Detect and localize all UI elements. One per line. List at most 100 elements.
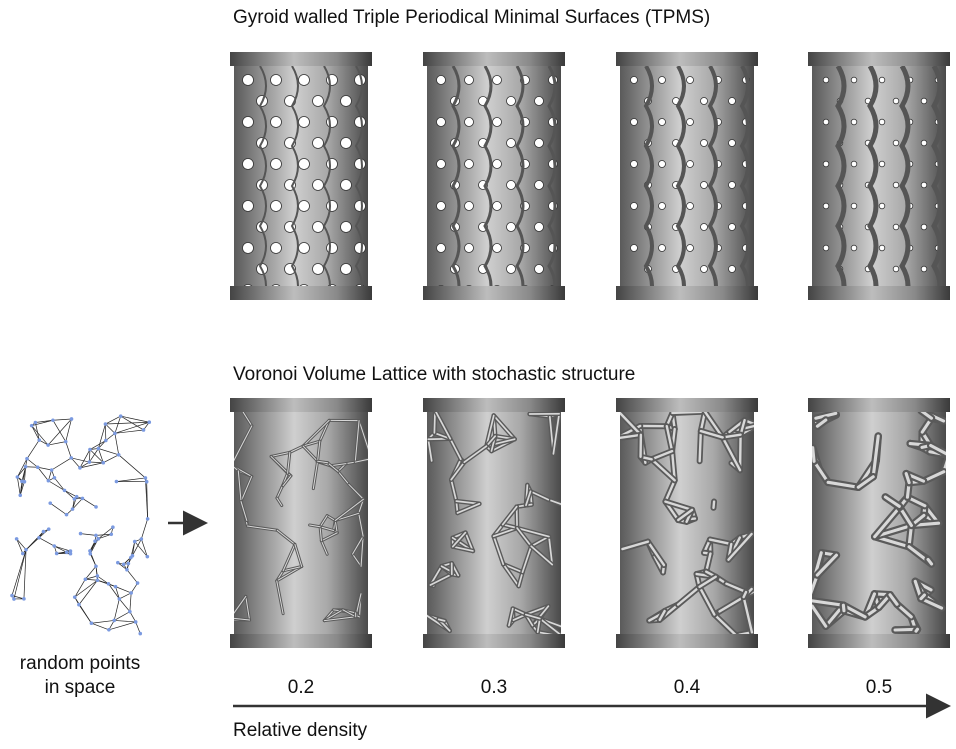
cell-edge bbox=[35, 423, 39, 441]
pore bbox=[921, 182, 927, 188]
pore bbox=[327, 159, 338, 170]
pore bbox=[493, 160, 502, 169]
pore bbox=[243, 117, 254, 128]
voronoi-cylinder bbox=[423, 398, 565, 648]
pore bbox=[921, 98, 927, 104]
pore bbox=[893, 140, 899, 146]
gyroid-cylinder bbox=[808, 52, 955, 306]
pore bbox=[701, 140, 708, 147]
seed-point bbox=[51, 418, 55, 422]
seed-point bbox=[109, 532, 113, 536]
cylinder-cap bbox=[616, 286, 758, 300]
cell-edge bbox=[79, 580, 98, 604]
gyroid-cylinder bbox=[616, 52, 764, 306]
pore bbox=[535, 139, 544, 148]
pore bbox=[465, 160, 474, 169]
pore bbox=[355, 201, 366, 212]
voronoi-cylinder bbox=[808, 398, 950, 648]
cell-edge bbox=[75, 597, 92, 623]
seed-point bbox=[147, 420, 151, 424]
cell-edge bbox=[66, 442, 71, 458]
seed-point bbox=[128, 610, 132, 614]
pore bbox=[757, 182, 764, 189]
pore bbox=[879, 245, 885, 251]
seed-point bbox=[113, 432, 117, 436]
cell-edge bbox=[116, 478, 145, 482]
seed-point bbox=[64, 440, 68, 444]
cell-edge bbox=[85, 579, 97, 580]
seed-point bbox=[48, 501, 52, 505]
cylinder-cap bbox=[230, 286, 372, 300]
pore bbox=[535, 223, 544, 232]
cylinder-cap bbox=[423, 398, 565, 412]
pore bbox=[271, 117, 282, 128]
pore bbox=[299, 159, 310, 170]
cylinder-cap bbox=[808, 398, 950, 412]
seed-point bbox=[53, 476, 57, 480]
seed-point bbox=[25, 457, 29, 461]
seed-point bbox=[101, 461, 105, 465]
cell-edge bbox=[32, 426, 48, 445]
pore bbox=[437, 244, 446, 253]
pore bbox=[949, 266, 955, 272]
pore bbox=[949, 182, 955, 188]
cell-edge bbox=[119, 455, 146, 478]
seed-point bbox=[30, 424, 34, 428]
seed-point bbox=[90, 621, 94, 625]
pore bbox=[823, 245, 829, 251]
pore bbox=[243, 243, 254, 254]
cell-edge bbox=[141, 539, 147, 557]
seed-point bbox=[79, 532, 83, 536]
seed-point bbox=[70, 417, 74, 421]
pore bbox=[369, 96, 380, 107]
pore bbox=[659, 77, 666, 84]
pore bbox=[493, 244, 502, 253]
pore bbox=[949, 98, 955, 104]
seed-point bbox=[20, 480, 24, 484]
pore bbox=[701, 224, 708, 231]
cell-edge bbox=[85, 566, 96, 579]
cell-edge bbox=[50, 503, 66, 514]
cylinder-cap bbox=[616, 634, 758, 648]
cell-edge bbox=[27, 459, 38, 468]
pore bbox=[271, 75, 282, 86]
seed-point bbox=[88, 549, 92, 553]
pore bbox=[563, 223, 572, 232]
cell-edge bbox=[116, 587, 132, 593]
seed-point bbox=[50, 468, 54, 472]
cell-edge bbox=[115, 422, 149, 433]
pore bbox=[729, 224, 736, 231]
pore bbox=[341, 222, 352, 233]
seed-point bbox=[36, 465, 40, 469]
pore bbox=[701, 182, 708, 189]
bottom-title: Voronoi Volume Lattice with stochastic s… bbox=[233, 364, 635, 385]
strut bbox=[714, 502, 715, 508]
pore bbox=[535, 181, 544, 190]
pore bbox=[921, 140, 927, 146]
cell-edge bbox=[114, 599, 119, 621]
cell-edge bbox=[116, 587, 120, 599]
seed-point bbox=[47, 479, 51, 483]
pore bbox=[299, 201, 310, 212]
pore bbox=[687, 203, 694, 210]
pore bbox=[893, 224, 899, 230]
cell-edge bbox=[119, 599, 130, 612]
cell-edge bbox=[121, 416, 150, 422]
seed-point bbox=[63, 489, 67, 493]
cell-edge bbox=[135, 542, 148, 557]
pore bbox=[729, 266, 736, 273]
pore bbox=[341, 96, 352, 107]
density-label: 0.4 bbox=[674, 677, 701, 698]
pore bbox=[823, 203, 829, 209]
pore bbox=[437, 160, 446, 169]
pore bbox=[369, 138, 380, 149]
pore bbox=[563, 265, 572, 274]
cell-edge bbox=[91, 620, 114, 623]
pore bbox=[327, 201, 338, 212]
cell-edge bbox=[52, 458, 72, 470]
pore bbox=[313, 264, 324, 275]
seed-point bbox=[117, 453, 121, 457]
pore bbox=[659, 203, 666, 210]
seed-point bbox=[88, 448, 92, 452]
seed-point bbox=[116, 561, 120, 565]
